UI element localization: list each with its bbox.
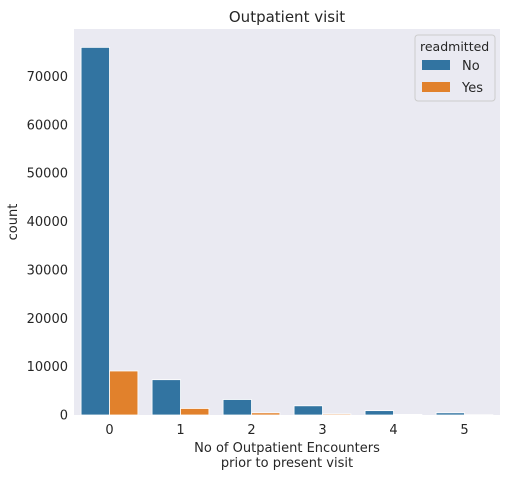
legend-title: readmitted — [420, 39, 489, 54]
x-tick-label-5: 5 — [460, 423, 468, 438]
bar-no-0 — [80, 46, 110, 416]
x-axis-label-line-2: prior to present visit — [221, 456, 353, 471]
y-tick-label-10000: 10000 — [27, 360, 68, 375]
x-tick-label-4: 4 — [389, 423, 397, 438]
bar-yes-2 — [251, 412, 281, 416]
bar-yes-4 — [393, 413, 423, 416]
legend: readmitted No Yes — [414, 34, 496, 102]
x-axis-label-line-1: No of Outpatient Encounters — [194, 441, 380, 456]
legend-label-yes: Yes — [461, 81, 483, 96]
y-tick-label-50000: 50000 — [27, 167, 68, 182]
x-tick-label-1: 1 — [176, 423, 184, 438]
bar-no-1 — [151, 379, 181, 416]
bar-no-5 — [435, 412, 465, 416]
bar-no-2 — [222, 399, 252, 416]
y-tick-label-40000: 40000 — [27, 215, 68, 230]
y-axis-label: count — [6, 204, 21, 241]
chart-title: Outpatient visit — [229, 8, 345, 26]
x-tick-label-3: 3 — [318, 423, 326, 438]
y-tick-label-20000: 20000 — [27, 312, 68, 327]
x-tick-label-2: 2 — [247, 423, 255, 438]
x-ticks-group: 0 1 2 3 4 5 — [105, 423, 468, 438]
legend-label-no: No — [462, 59, 480, 74]
bar-no-4 — [364, 410, 394, 416]
legend-swatch-no — [422, 60, 450, 70]
bar-yes-3 — [322, 413, 352, 416]
bar-yes-1 — [180, 408, 210, 416]
bars-group — [80, 46, 494, 416]
y-tick-label-70000: 70000 — [27, 70, 68, 85]
legend-swatch-yes — [422, 82, 450, 92]
x-tick-label-0: 0 — [105, 423, 113, 438]
y-tick-label-0: 0 — [60, 409, 68, 424]
bar-yes-0 — [109, 370, 139, 416]
bar-no-3 — [293, 405, 323, 416]
y-tick-label-60000: 60000 — [27, 118, 68, 133]
y-ticks-group: 0 10000 20000 30000 40000 50000 60000 70000 — [27, 70, 68, 424]
y-tick-label-30000: 30000 — [27, 263, 68, 278]
